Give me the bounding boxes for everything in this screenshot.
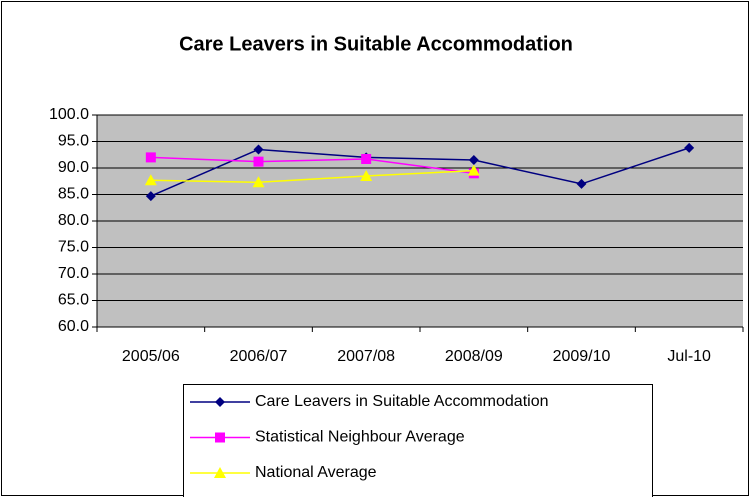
legend-label: National Average (255, 464, 377, 481)
marker (468, 155, 479, 166)
x-tick-label: 2008/09 (445, 348, 503, 365)
x-tick-label: 2009/10 (553, 348, 611, 365)
marker (253, 144, 264, 155)
x-tick-label: 2005/06 (122, 348, 180, 365)
marker (252, 176, 265, 188)
series-line (150, 169, 474, 184)
legend-marker (215, 432, 225, 443)
chart-title: Care Leavers in Suitable Accommodation (179, 33, 573, 55)
x-tick-label: Jul-10 (667, 348, 711, 365)
series-line (150, 156, 474, 175)
legend (183, 384, 653, 497)
y-tick-label: 70.0 (58, 265, 89, 282)
legend-label: Statistical Neighbour Average (255, 429, 465, 446)
marker (467, 164, 480, 176)
marker (576, 178, 587, 189)
y-tick-label: 85.0 (58, 186, 89, 203)
marker (144, 174, 157, 186)
y-tick-label: 65.0 (58, 292, 89, 309)
legend-label: Care Leavers in Suitable Accommodation (255, 393, 549, 410)
y-tick-label: 90.0 (58, 159, 89, 176)
marker (145, 191, 156, 202)
marker (360, 169, 373, 181)
x-tick-label: 2007/08 (337, 348, 395, 365)
y-tick-label: 75.0 (58, 239, 89, 256)
legend-marker (215, 397, 225, 407)
y-tick-label: 80.0 (58, 212, 89, 229)
legend-marker (214, 467, 226, 478)
x-tick-label: 2006/07 (230, 348, 288, 365)
marker (684, 142, 695, 153)
marker (361, 153, 372, 164)
marker (253, 156, 264, 167)
marker (145, 152, 156, 163)
y-tick-label: 100.0 (49, 106, 89, 123)
series-line (150, 147, 690, 197)
y-tick-label: 60.0 (58, 318, 89, 335)
y-tick-label: 95.0 (58, 133, 89, 150)
